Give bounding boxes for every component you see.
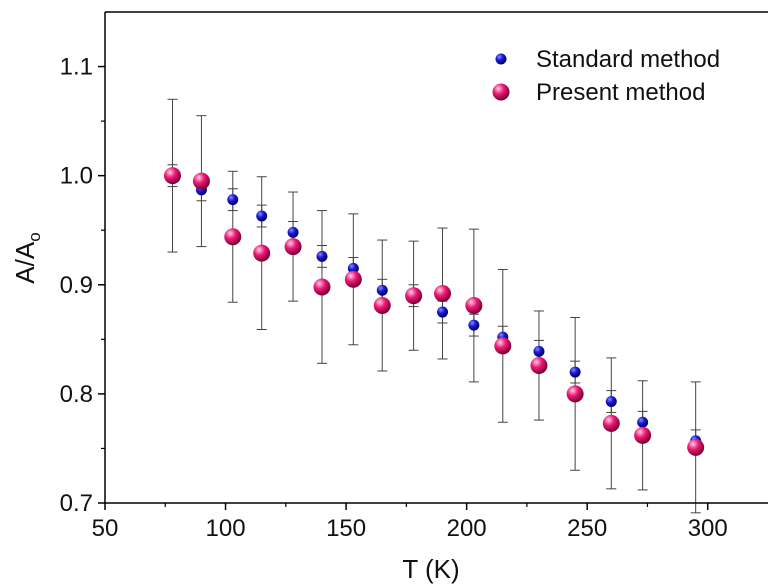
point-present: [284, 238, 302, 256]
point-present: [494, 337, 512, 355]
y-tick-label: 0.9: [60, 272, 93, 299]
point-present: [344, 270, 362, 288]
point-standard: [347, 262, 359, 274]
legend: Standard method Present method: [492, 46, 720, 106]
points-layer: [164, 167, 705, 456]
x-tick-label: 50: [92, 515, 119, 542]
legend-label-present: Present method: [536, 79, 705, 106]
x-tick-label: 100: [206, 515, 246, 542]
point-standard: [569, 366, 581, 378]
y-tick-label: 1.0: [60, 163, 93, 190]
point-standard: [376, 284, 388, 296]
x-tick-label: 150: [326, 515, 366, 542]
point-present: [253, 244, 271, 262]
point-standard: [227, 194, 239, 206]
x-tick-label: 200: [447, 515, 487, 542]
y-tick-label: 1.1: [60, 54, 93, 81]
errorbars-layer: [167, 98, 701, 514]
point-present: [373, 297, 391, 315]
x-tick-label: 250: [567, 515, 607, 542]
y-tick-label: 0.7: [60, 490, 93, 517]
point-standard: [316, 250, 328, 262]
point-standard: [637, 416, 649, 428]
point-standard: [605, 396, 617, 408]
y-axis-title-main: A/A: [10, 241, 40, 284]
point-present: [465, 297, 483, 315]
ticks-layer: 50 100 150 200 250 300 0.7 0.8 0.9 1.0 1.1: [60, 54, 728, 542]
point-present: [434, 285, 452, 303]
y-axis-title: A/Ao: [10, 232, 44, 283]
y-tick-label: 0.8: [60, 381, 93, 408]
point-present: [530, 357, 548, 375]
legend-marker-standard: [495, 53, 507, 65]
point-standard: [468, 319, 480, 331]
point-present: [313, 278, 331, 296]
point-present: [687, 438, 705, 456]
point-present: [405, 287, 423, 305]
y-axis-title-sub: o: [25, 232, 44, 241]
legend-marker-present: [492, 83, 510, 101]
point-present: [164, 167, 182, 185]
point-present: [566, 385, 584, 403]
point-standard: [533, 345, 545, 357]
x-axis-title: T (K): [402, 554, 459, 584]
point-present: [602, 414, 620, 432]
x-tick-label: 300: [688, 515, 728, 542]
point-present: [224, 228, 242, 246]
legend-label-standard: Standard method: [536, 46, 720, 73]
point-standard: [256, 210, 268, 222]
point-standard: [437, 306, 449, 318]
point-present: [634, 426, 652, 444]
point-standard: [287, 226, 299, 238]
point-present: [192, 172, 210, 190]
axes-layer: [104, 11, 768, 504]
